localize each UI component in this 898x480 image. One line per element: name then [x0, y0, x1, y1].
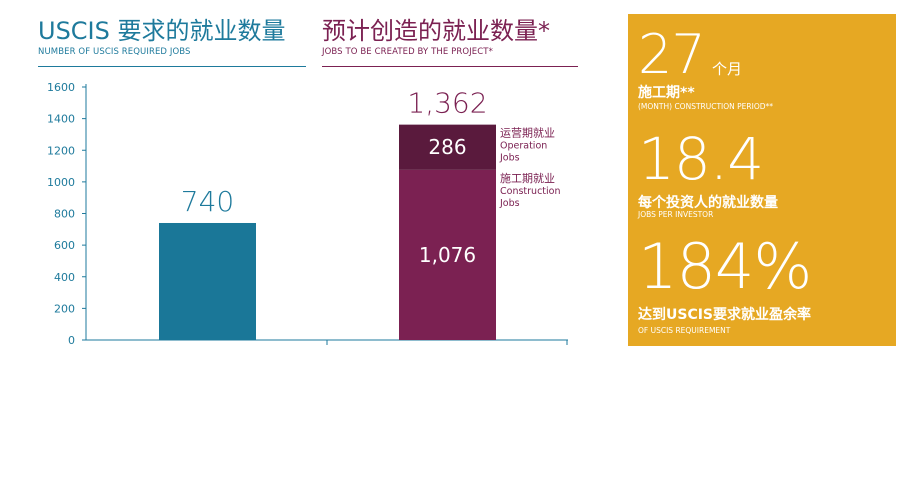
- y-tick-label-1200: 1200: [47, 144, 75, 157]
- bar-1-segment-1: [399, 124, 496, 170]
- bar-0-segment-0: [159, 222, 256, 340]
- bar-1-segment-0-value-label: 1,076: [419, 243, 476, 267]
- bar-1-segment-0-legend-line-0: 施工期就业: [500, 171, 555, 185]
- y-tick-label-1400: 1400: [47, 113, 75, 126]
- construction-period-value: 27: [638, 23, 706, 86]
- y-tick-label-1000: 1000: [47, 176, 75, 189]
- uscis-subtitle: NUMBER OF USCIS REQUIRED JOBS: [38, 47, 191, 57]
- y-tick-label-0: 0: [68, 334, 75, 347]
- bar-1-segment-0-legend-line-1: Construction: [500, 186, 561, 197]
- y-tick-label-400: 400: [54, 271, 75, 284]
- bar-1-segment-0-legend-line-2: Jobs: [499, 198, 520, 209]
- project-header-rule: [322, 66, 578, 67]
- y-tick-label-200: 200: [54, 302, 75, 315]
- uscis-surplus-sublabel: OF USCIS REQUIREMENT: [638, 326, 731, 335]
- jobs-per-investor-sublabel: JOBS PER INVESTOR: [638, 210, 714, 219]
- bar-1-segment-1-legend-line-1: Operation: [500, 141, 547, 152]
- construction-period-sublabel: (MONTH) CONSTRUCTION PERIOD**: [638, 102, 774, 111]
- uscis-title: USCIS 要求的就业数量: [38, 17, 286, 45]
- uscis-surplus-label: 达到USCIS要求就业盈余率: [638, 307, 812, 323]
- uscis-surplus-value: 184%: [638, 230, 812, 303]
- bar-1-segment-1-legend-line-0: 运营期就业: [500, 126, 555, 140]
- project-title: 预计创造的就业数量*: [322, 17, 550, 45]
- bar-1-segment-1-value-label: 286: [428, 135, 466, 159]
- y-tick-label-600: 600: [54, 239, 75, 252]
- bar-1-segment-0: [399, 169, 496, 340]
- project-subtitle: JOBS TO BE CREATED BY THE PROJECT*: [322, 47, 493, 57]
- project-header: 预计创造的就业数量* JOBS TO BE CREATED BY THE PRO…: [322, 16, 578, 67]
- construction-period-label: 施工期**: [638, 85, 695, 101]
- y-tick-label-800: 800: [54, 208, 75, 221]
- y-tick-label-1600: 1600: [47, 81, 75, 94]
- uscis-header: USCIS 要求的就业数量 NUMBER OF USCIS REQUIRED J…: [38, 16, 306, 67]
- construction-period-unit: 个月: [712, 60, 743, 78]
- bar-1-segment-1-legend-line-2: Jobs: [499, 153, 520, 164]
- stats-panel: 27 个月 施工期** (MONTH) CONSTRUCTION PERIOD*…: [628, 14, 896, 346]
- jobs-per-investor-value: 18.4: [638, 125, 764, 193]
- uscis-header-rule: [38, 66, 306, 67]
- bar-1-total-label: 1,362: [407, 87, 487, 120]
- bar-0-total-label: 740: [181, 185, 234, 218]
- jobs-per-investor-label: 每个投资人的就业数量: [638, 195, 778, 211]
